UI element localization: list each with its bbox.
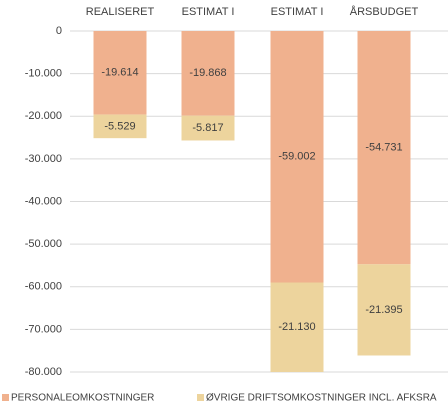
- category-label: REALISERET: [86, 6, 155, 18]
- y-tick-label: -10.000: [25, 68, 62, 80]
- value-label: -19.868: [189, 67, 226, 79]
- bars: [93, 31, 411, 372]
- legend-swatch: [2, 394, 9, 401]
- bar-segment: [270, 282, 324, 372]
- y-tick-label: -60.000: [25, 281, 62, 293]
- bar-segment: [181, 31, 235, 116]
- bar-segment: [93, 114, 147, 139]
- category-label: ESTIMAT I: [271, 6, 324, 18]
- y-tick-label: -30.000: [25, 153, 62, 165]
- y-tick-label: -50.000: [25, 238, 62, 250]
- value-label: -54.731: [365, 142, 402, 154]
- bar-segment: [357, 31, 411, 265]
- category-label: ESTIMAT I: [182, 6, 235, 18]
- bar-segment: [181, 115, 235, 141]
- value-label: -5.817: [192, 122, 223, 134]
- y-tick-label: -80.000: [25, 366, 62, 378]
- value-label: -19.614: [101, 67, 138, 79]
- bar-segment: [93, 31, 147, 115]
- value-label: -21.395: [365, 304, 402, 316]
- y-tick-label: 0: [56, 25, 62, 37]
- bar-segment: [357, 264, 411, 356]
- legend-label: PERSONALEOMKOSTNINGER: [11, 393, 154, 404]
- legend-label: ØVRIGE DRIFTSOMKOSTNINGER INCL. AFKSRA: [206, 393, 437, 404]
- value-label: -5.529: [104, 120, 135, 132]
- value-label: -59.002: [278, 151, 315, 163]
- legend-swatch: [197, 394, 204, 401]
- category-label: ÅRSBUDGET: [350, 5, 419, 18]
- y-tick-label: -20.000: [25, 110, 62, 122]
- value-label: -21.130: [278, 321, 315, 333]
- bar-segment: [270, 31, 324, 283]
- y-tick-label: -40.000: [25, 195, 62, 207]
- y-tick-label: -70.000: [25, 323, 62, 335]
